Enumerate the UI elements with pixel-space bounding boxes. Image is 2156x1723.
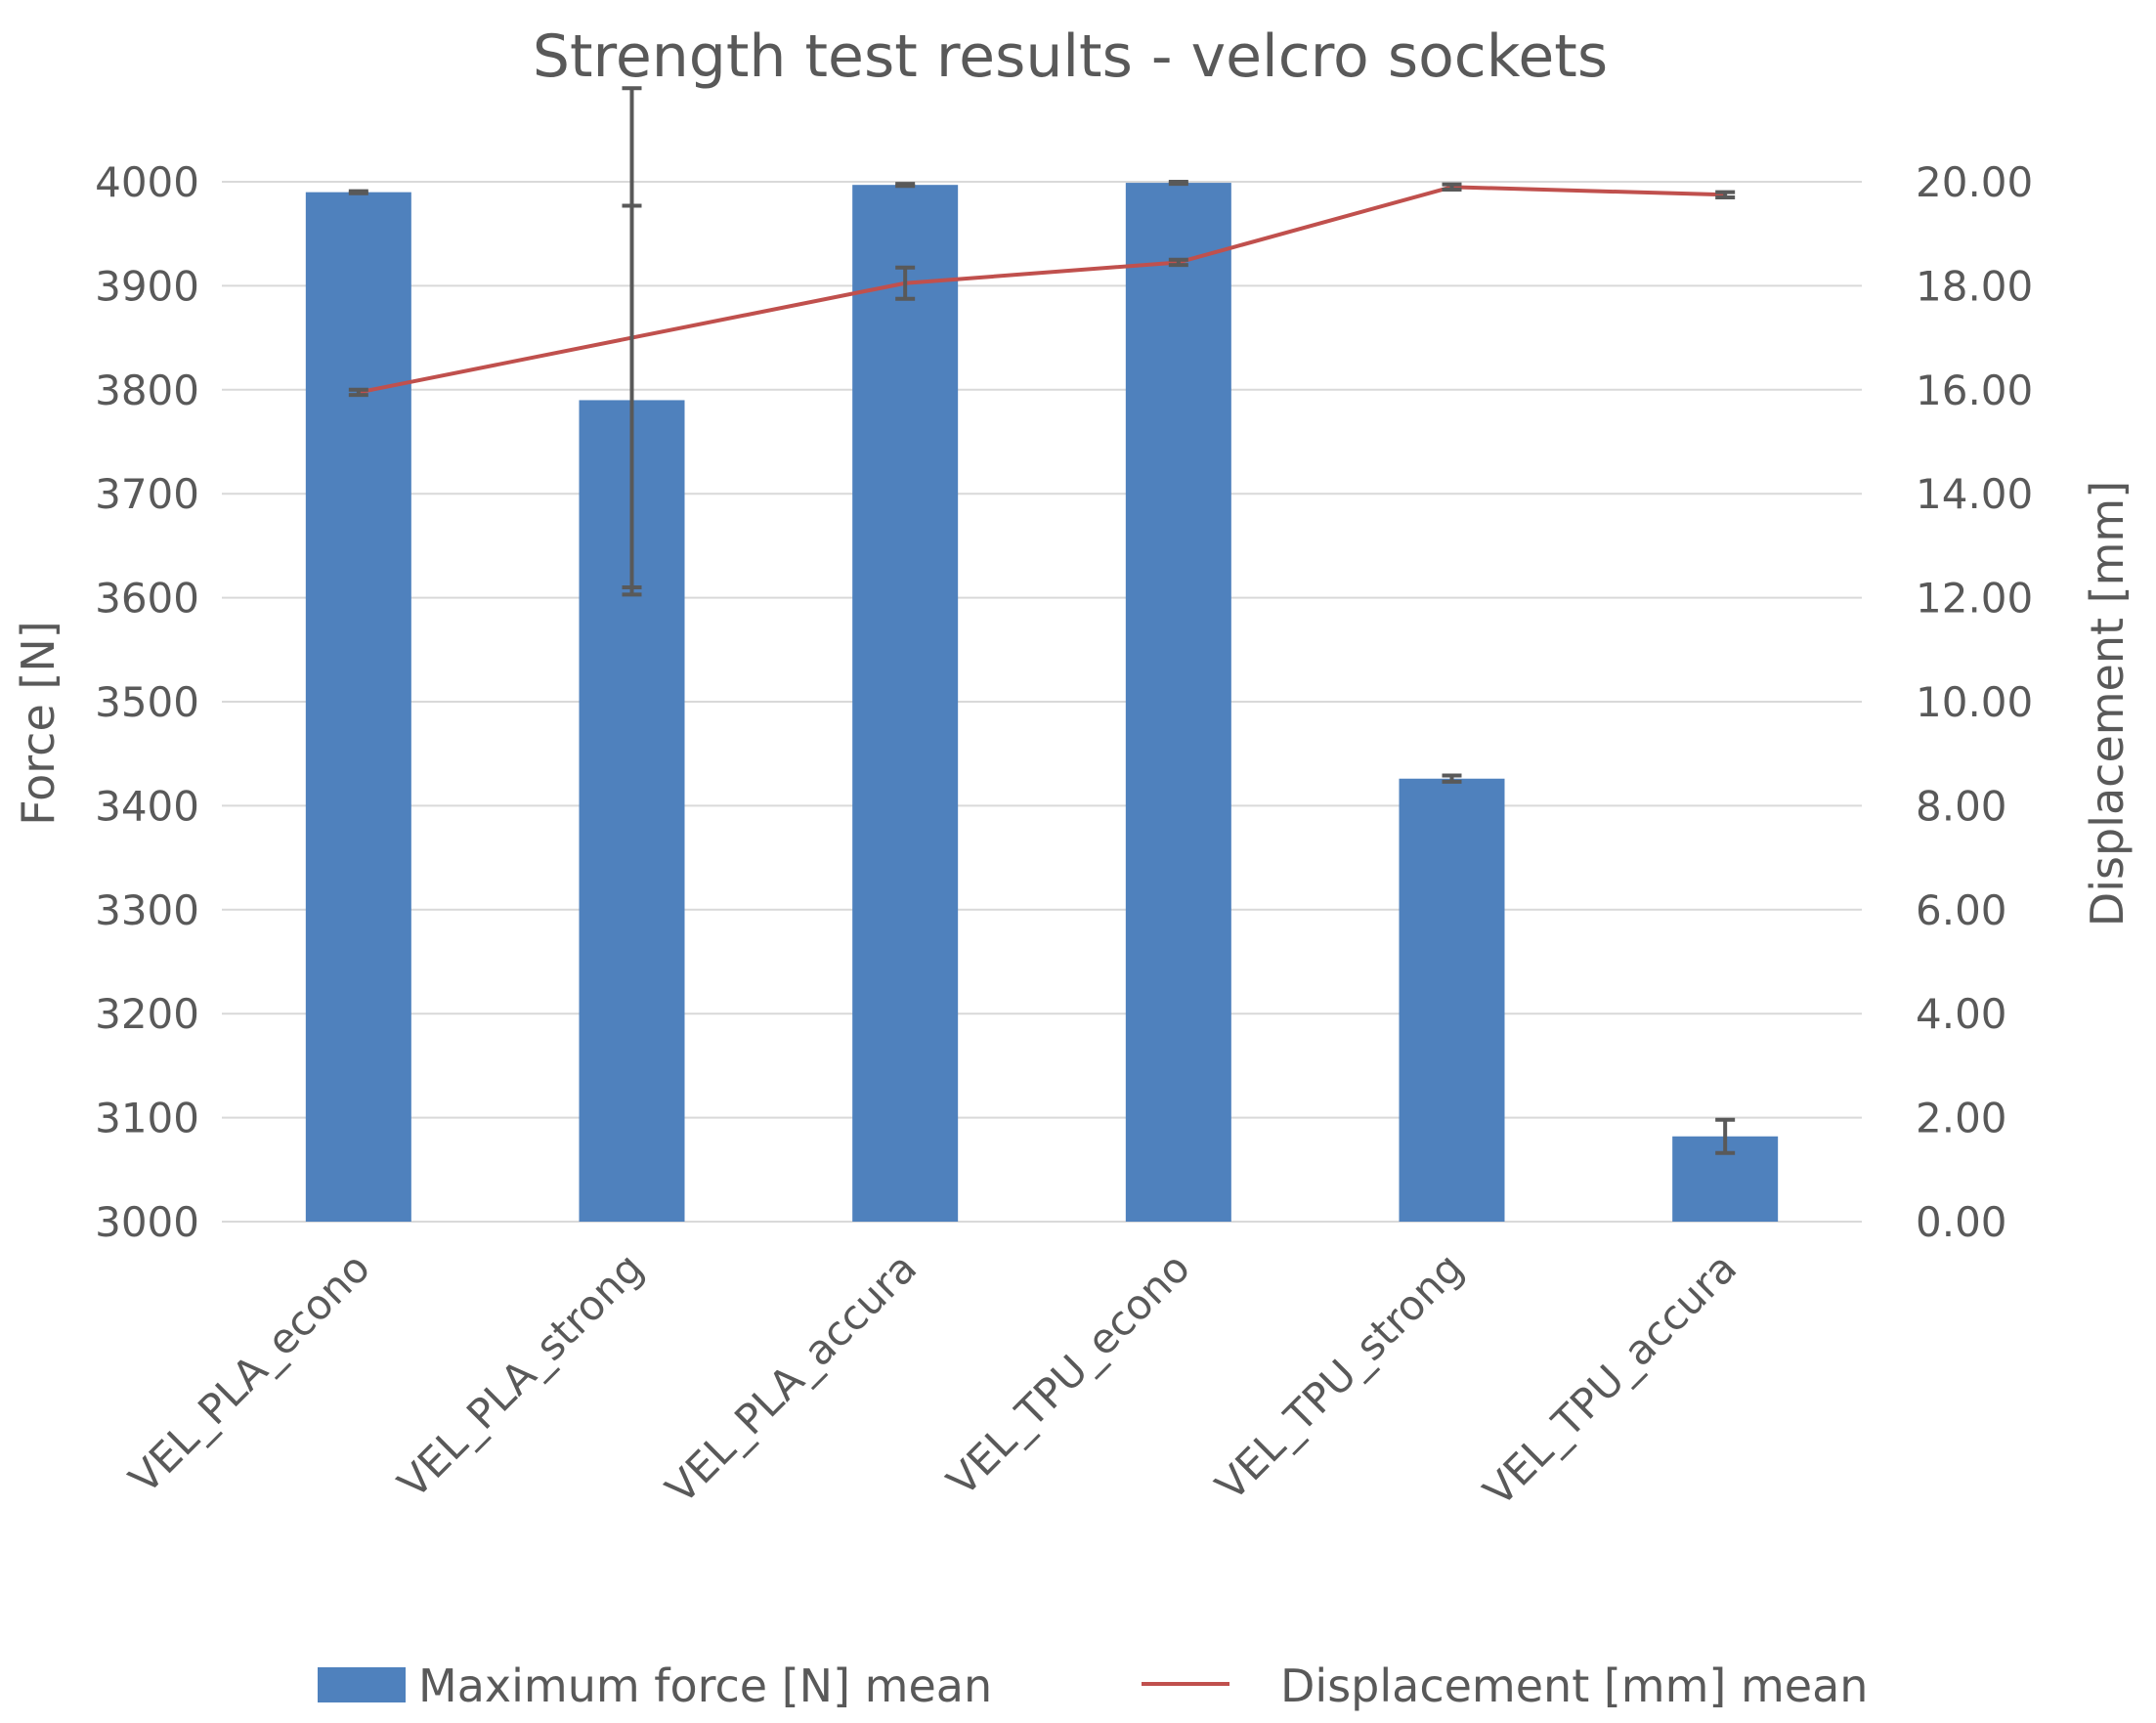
y-tick-label: 3600 xyxy=(95,575,199,623)
bar xyxy=(1125,183,1231,1223)
x-axis-labels: VEL_PLA_econo VEL_PLA_strong VEL_PLA_accur… xyxy=(120,1243,1746,1515)
y2-axis-title: Displacement [mm] xyxy=(2081,481,2134,926)
y2-tick-label: 4.00 xyxy=(1916,990,2007,1038)
displacement-line-group xyxy=(358,185,1726,395)
chart-title: Strength test results - velcro sockets xyxy=(533,22,1608,91)
displacement-line xyxy=(358,185,1726,395)
y2-tick-label: 10.00 xyxy=(1916,678,2033,726)
x-tick-label: VEL_TPU_strong xyxy=(1206,1243,1472,1509)
y-tick-label: 3100 xyxy=(95,1095,199,1142)
bar-error-bar xyxy=(1715,1117,1736,1155)
line-error-bar xyxy=(895,265,916,301)
bar-error-bar xyxy=(1168,180,1188,187)
bar xyxy=(305,192,411,1222)
left-axis-ticks: 3000 3100 3200 3300 3400 3500 3600 3700 3800 3900… xyxy=(95,158,199,1246)
y-tick-label: 3500 xyxy=(95,678,199,726)
bar-error-bar xyxy=(1442,773,1462,784)
x-tick-label: VEL_PLA_econo xyxy=(120,1243,379,1502)
x-tick-label: VEL_TPU_econo xyxy=(937,1243,1199,1505)
line-error-bar xyxy=(1442,182,1462,192)
bar-error-bar xyxy=(895,182,916,189)
y2-tick-label: 12.00 xyxy=(1916,575,2033,623)
bar-error-bars xyxy=(348,180,1736,1155)
y-tick-label: 3000 xyxy=(95,1198,199,1246)
line-error-bar xyxy=(1715,190,1736,199)
y2-tick-label: 2.00 xyxy=(1916,1095,2007,1142)
legend-bar-swatch xyxy=(318,1667,406,1702)
y-tick-label: 3800 xyxy=(95,366,199,414)
bar xyxy=(1399,778,1505,1222)
y2-tick-label: 20.00 xyxy=(1916,158,2033,206)
y-tick-label: 3300 xyxy=(95,886,199,934)
y2-tick-label: 8.00 xyxy=(1916,782,2007,830)
line-error-bar xyxy=(622,86,642,589)
y-tick-label: 4000 xyxy=(95,158,199,206)
line-error-bars xyxy=(348,86,1736,589)
gridlines xyxy=(222,181,1862,1223)
line-error-bar xyxy=(348,387,368,398)
y-axis-title: Force [N] xyxy=(12,621,65,825)
bars xyxy=(305,183,1779,1223)
bar xyxy=(852,185,959,1222)
y-tick-label: 3700 xyxy=(95,470,199,518)
y2-tick-label: 16.00 xyxy=(1916,366,2033,414)
right-axis-ticks: 0.00 2.00 4.00 6.00 8.00 10.00 12.00 14.00 16.00… xyxy=(1916,158,2033,1246)
y2-tick-label: 6.00 xyxy=(1916,886,2007,934)
x-tick-label: VEL_TPU_accura xyxy=(1474,1243,1746,1515)
y-tick-label: 3900 xyxy=(95,262,199,310)
y2-tick-label: 0.00 xyxy=(1916,1198,2007,1246)
legend: Maximum force [N] mean Displacement [mm]… xyxy=(318,1659,1868,1712)
y-tick-label: 3200 xyxy=(95,990,199,1038)
x-tick-label: VEL_PLA_strong xyxy=(389,1243,653,1507)
legend-bar-label: Maximum force [N] mean xyxy=(418,1659,992,1712)
x-tick-label: VEL_PLA_accura xyxy=(657,1243,927,1513)
line-error-bar xyxy=(1168,257,1188,268)
y2-tick-label: 14.00 xyxy=(1916,470,2033,518)
bar-error-bar xyxy=(348,189,368,195)
y-tick-label: 3400 xyxy=(95,782,199,830)
legend-line-label: Displacement [mm] mean xyxy=(1280,1659,1868,1712)
y2-tick-label: 18.00 xyxy=(1916,262,2033,310)
